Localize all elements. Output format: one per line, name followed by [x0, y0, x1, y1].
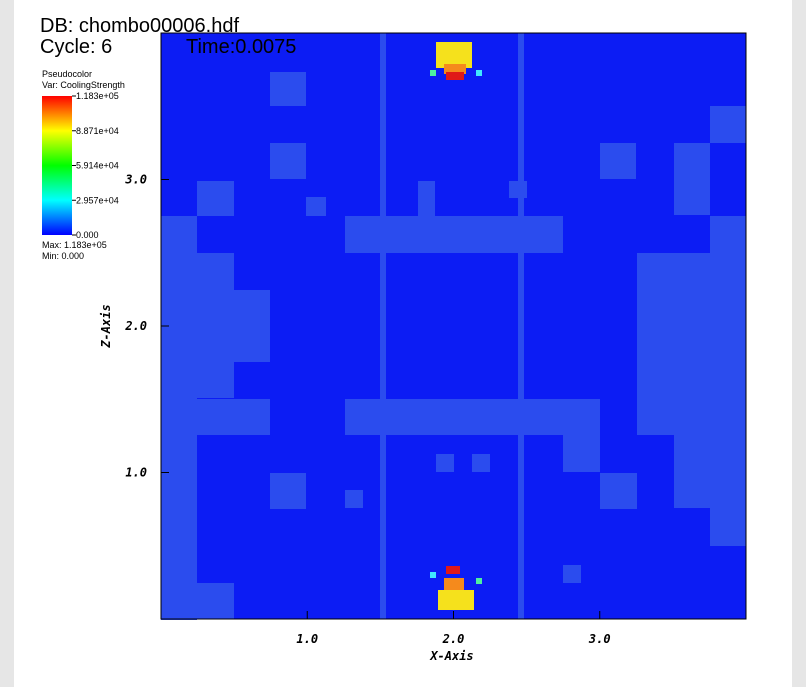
time: Time:0.0075	[186, 36, 296, 58]
y-axis-label: Z-Axis	[99, 304, 113, 348]
x-axis-label: X-Axis	[429, 649, 473, 663]
colorbar	[42, 96, 72, 235]
side-border	[792, 0, 806, 687]
colorbar-tick-label: 0.000	[76, 230, 99, 240]
side-border	[0, 0, 14, 687]
x-tick-label: 3.0	[588, 632, 611, 646]
legend-title: Pseudocolor	[42, 69, 92, 79]
cycle: Cycle: 6	[40, 36, 112, 58]
colorbar-tick-label: 2.957e+04	[76, 195, 119, 205]
colorbar-tick-label: 1.183e+05	[76, 91, 119, 101]
y-tick-label: 1.0	[125, 466, 147, 480]
colorbar-tick-label: 8.871e+04	[76, 126, 119, 136]
legend-max: Max: 1.183e+05	[42, 240, 107, 250]
db-name: DB: chombo00006.hdf	[40, 15, 239, 37]
y-tick-label: 2.0	[124, 319, 147, 333]
x-tick-label: 1.0	[296, 632, 318, 646]
x-tick-label: 2.0	[442, 632, 465, 646]
y-tick-label: 3.0	[124, 173, 147, 187]
hot-spots	[430, 42, 482, 610]
legend-var: Var: CoolingStrength	[42, 80, 125, 90]
colorbar-tick-label: 5.914e+04	[76, 161, 119, 171]
legend-min: Min: 0.000	[42, 251, 84, 261]
field	[161, 33, 746, 620]
